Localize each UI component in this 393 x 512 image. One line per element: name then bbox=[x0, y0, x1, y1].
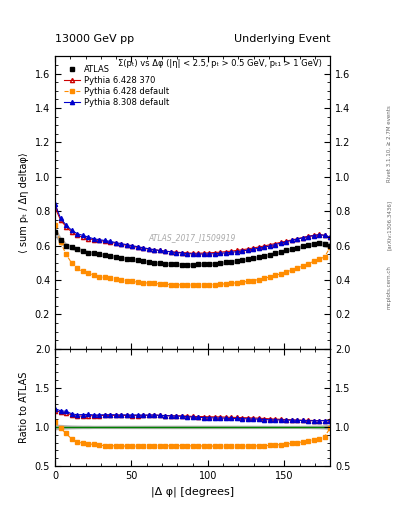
ATLAS bbox=[328, 243, 332, 249]
ATLAS bbox=[135, 257, 140, 263]
Line: Pythia 8.308 default: Pythia 8.308 default bbox=[53, 202, 332, 256]
Pythia 8.308 default bbox=[196, 251, 200, 257]
Pythia 8.308 default bbox=[328, 234, 332, 241]
Pythia 6.428 default bbox=[256, 276, 261, 283]
Pythia 6.428 default bbox=[240, 279, 244, 285]
Pythia 8.308 default bbox=[256, 245, 261, 251]
Pythia 6.428 default bbox=[185, 282, 189, 288]
Pythia 6.428 370 bbox=[53, 205, 57, 211]
ATLAS bbox=[179, 262, 184, 268]
Pythia 6.428 370 bbox=[113, 240, 118, 246]
Pythia 6.428 default bbox=[135, 279, 140, 285]
Pythia 6.428 370 bbox=[328, 234, 332, 240]
Line: ATLAS: ATLAS bbox=[53, 230, 332, 267]
Pythia 6.428 default bbox=[328, 244, 332, 250]
Pythia 8.308 default bbox=[141, 245, 145, 251]
ATLAS bbox=[322, 241, 327, 247]
Text: mcplots.cern.ch: mcplots.cern.ch bbox=[387, 265, 391, 309]
Pythia 6.428 default bbox=[322, 254, 327, 260]
ATLAS bbox=[141, 258, 145, 264]
Text: ATLAS_2017_I1509919: ATLAS_2017_I1509919 bbox=[149, 233, 236, 242]
Pythia 6.428 370 bbox=[240, 247, 244, 253]
Text: [arXiv:1306.3436]: [arXiv:1306.3436] bbox=[387, 200, 391, 250]
Text: Rivet 3.1.10, ≥ 2.7M events: Rivet 3.1.10, ≥ 2.7M events bbox=[387, 105, 391, 182]
Pythia 6.428 370 bbox=[322, 232, 327, 239]
Text: Underlying Event: Underlying Event bbox=[233, 33, 330, 44]
Pythia 8.308 default bbox=[135, 244, 140, 250]
Pythia 6.428 370 bbox=[256, 244, 261, 250]
Y-axis label: ⟨ sum pₜ / Δη deltaφ⟩: ⟨ sum pₜ / Δη deltaφ⟩ bbox=[19, 152, 29, 253]
ATLAS bbox=[113, 254, 118, 260]
Pythia 6.428 default bbox=[113, 276, 118, 282]
Pythia 6.428 default bbox=[53, 222, 57, 228]
Pythia 6.428 default bbox=[141, 280, 145, 286]
Legend: ATLAS, Pythia 6.428 370, Pythia 6.428 default, Pythia 8.308 default: ATLAS, Pythia 6.428 370, Pythia 6.428 de… bbox=[62, 63, 171, 109]
Pythia 8.308 default bbox=[322, 232, 327, 239]
Pythia 6.428 370 bbox=[135, 244, 140, 250]
Y-axis label: Ratio to ATLAS: Ratio to ATLAS bbox=[19, 372, 29, 443]
Pythia 6.428 370 bbox=[141, 245, 145, 251]
Text: 13000 GeV pp: 13000 GeV pp bbox=[55, 33, 134, 44]
Pythia 8.308 default bbox=[240, 248, 244, 254]
Pythia 6.428 370 bbox=[190, 250, 195, 257]
ATLAS bbox=[256, 254, 261, 261]
Pythia 8.308 default bbox=[53, 201, 57, 207]
X-axis label: |Δ φ| [degrees]: |Δ φ| [degrees] bbox=[151, 486, 234, 497]
Text: Σ(pₜ) vs Δφ (|η| < 2.5, pₜ > 0.5 GeV, pₜ₁ > 1 GeV): Σ(pₜ) vs Δφ (|η| < 2.5, pₜ > 0.5 GeV, pₜ… bbox=[118, 59, 322, 68]
Line: Pythia 6.428 default: Pythia 6.428 default bbox=[53, 223, 332, 287]
Line: Pythia 6.428 370: Pythia 6.428 370 bbox=[53, 206, 332, 255]
ATLAS bbox=[53, 229, 57, 235]
ATLAS bbox=[240, 257, 244, 263]
Pythia 8.308 default bbox=[113, 240, 118, 246]
